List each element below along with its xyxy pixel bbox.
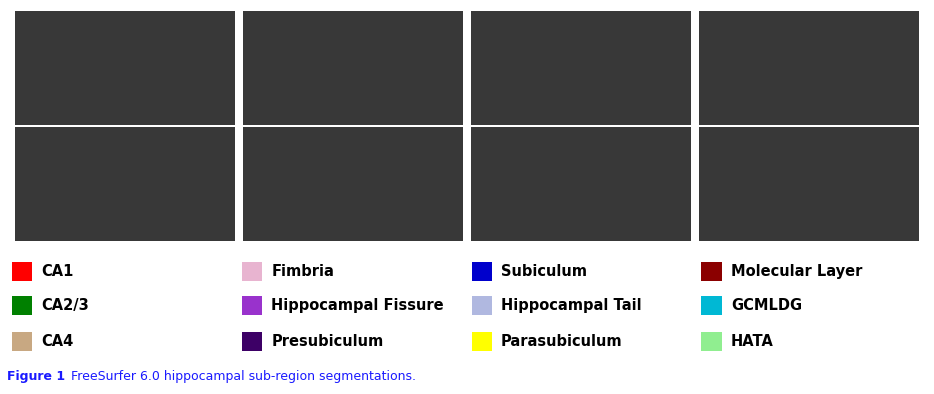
Text: Presubiculum: Presubiculum bbox=[271, 334, 384, 349]
Text: Hippocampal Tail: Hippocampal Tail bbox=[501, 298, 642, 313]
Bar bbox=[243, 11, 463, 125]
Text: Figure 1: Figure 1 bbox=[7, 370, 65, 383]
Bar bbox=[243, 128, 463, 242]
Text: Molecular Layer: Molecular Layer bbox=[730, 264, 862, 279]
Bar bbox=[242, 332, 262, 351]
Text: CA1: CA1 bbox=[41, 264, 74, 279]
Text: HATA: HATA bbox=[730, 334, 773, 349]
Bar bbox=[471, 128, 691, 242]
Bar bbox=[472, 262, 492, 281]
Bar bbox=[12, 332, 33, 351]
Text: CA2/3: CA2/3 bbox=[41, 298, 90, 313]
Bar bbox=[701, 332, 722, 351]
Bar bbox=[472, 296, 492, 315]
Text: Subiculum: Subiculum bbox=[501, 264, 587, 279]
Text: Hippocampal Fissure: Hippocampal Fissure bbox=[271, 298, 444, 313]
Bar bbox=[471, 11, 691, 125]
Text: GCMLDG: GCMLDG bbox=[730, 298, 802, 313]
Bar bbox=[242, 296, 262, 315]
Text: CA4: CA4 bbox=[41, 334, 74, 349]
Bar bbox=[12, 296, 33, 315]
Bar bbox=[699, 11, 919, 125]
Bar bbox=[15, 128, 235, 242]
Bar bbox=[15, 11, 235, 125]
Text: FreeSurfer 6.0 hippocampal sub-region segmentations.: FreeSurfer 6.0 hippocampal sub-region se… bbox=[67, 370, 417, 383]
Text: Parasubiculum: Parasubiculum bbox=[501, 334, 623, 349]
Bar bbox=[701, 296, 722, 315]
Text: Fimbria: Fimbria bbox=[271, 264, 334, 279]
Bar bbox=[701, 262, 722, 281]
Bar bbox=[242, 262, 262, 281]
Bar bbox=[12, 262, 33, 281]
Bar bbox=[699, 128, 919, 242]
Bar bbox=[472, 332, 492, 351]
